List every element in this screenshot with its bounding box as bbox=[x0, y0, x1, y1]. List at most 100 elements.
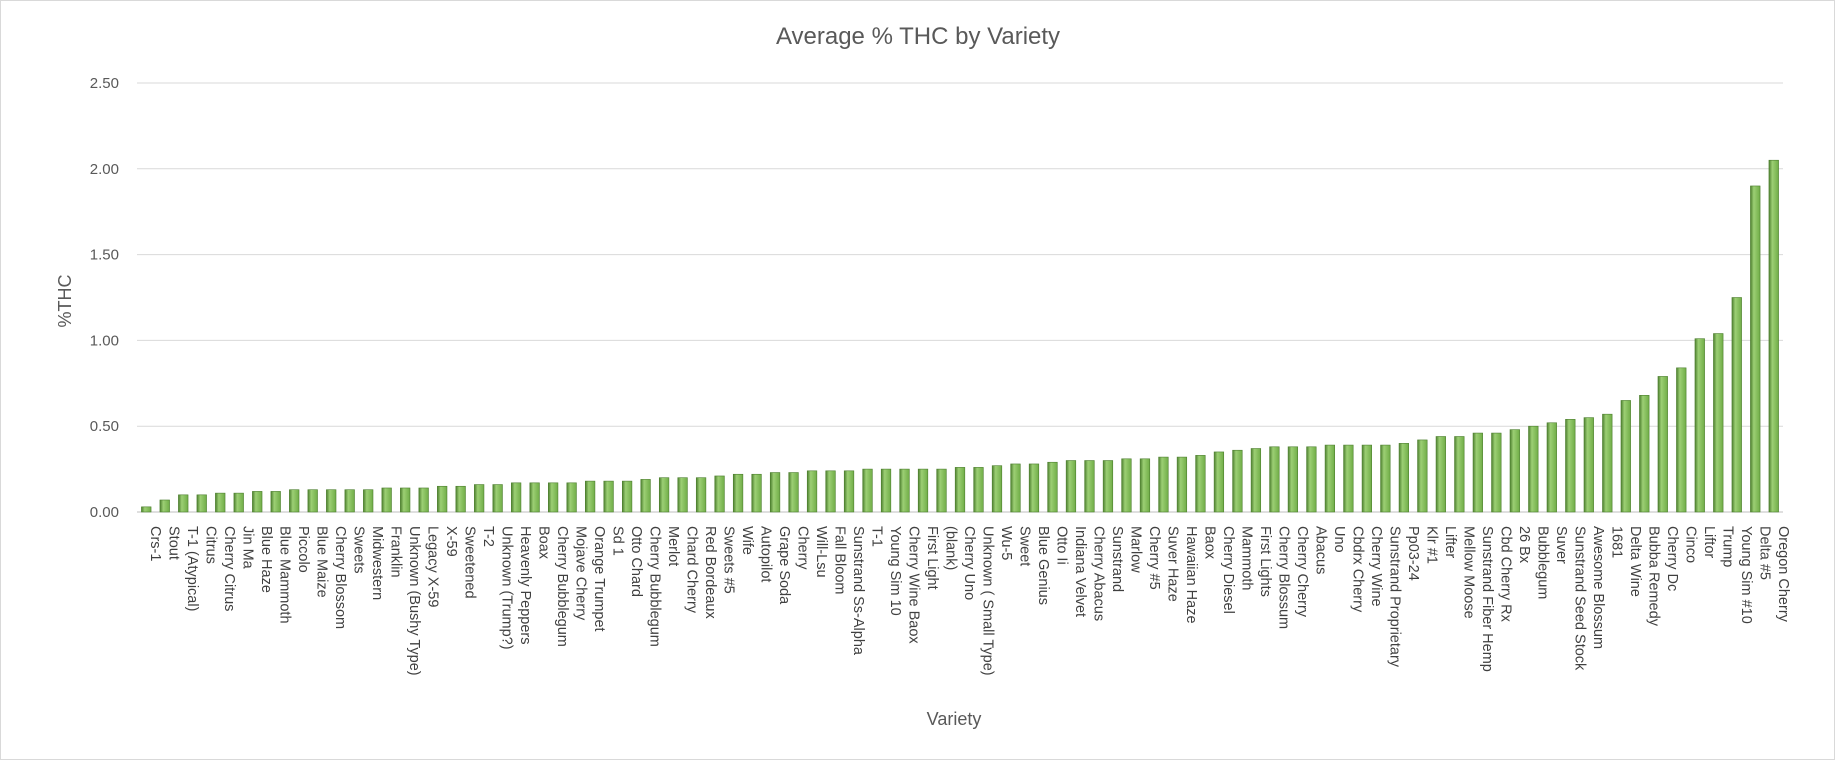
bar bbox=[1084, 460, 1095, 513]
y-axis-title: %THC bbox=[55, 275, 75, 328]
bar bbox=[936, 468, 947, 513]
x-tick-label: Sd 1 bbox=[610, 526, 626, 556]
x-tick-label: Cherry Diesel bbox=[1220, 526, 1236, 614]
x-tick-label: Heavenly Peppers bbox=[517, 526, 533, 645]
x-tick-label: Baox bbox=[1201, 526, 1217, 560]
x-tick-label: Mojave Cherry bbox=[573, 526, 589, 621]
bar bbox=[1324, 444, 1335, 513]
x-tick-label: Wife bbox=[739, 526, 755, 555]
bar bbox=[1694, 338, 1705, 513]
bar bbox=[862, 468, 873, 513]
x-tick-label: Cherry Bubblegum bbox=[554, 526, 570, 647]
bar bbox=[326, 489, 337, 513]
x-tick-label: Abacus bbox=[1312, 526, 1328, 574]
x-tick-label: Pp03-24 bbox=[1405, 526, 1421, 581]
x-tick-label: Young Sim #10 bbox=[1738, 526, 1754, 624]
x-tick-labels: Crs-1 Stout T-1 (Atypical) Citrus Cherry Cit… bbox=[147, 526, 1791, 676]
bar bbox=[1657, 376, 1668, 513]
x-axis-title: Variety bbox=[927, 709, 982, 729]
bar bbox=[1195, 455, 1206, 513]
x-tick-label: Cherry Uno bbox=[961, 526, 977, 600]
bar bbox=[1287, 446, 1299, 513]
bar bbox=[1768, 159, 1779, 513]
x-tick-label: Sweets #5 bbox=[721, 526, 737, 594]
bar bbox=[788, 472, 799, 513]
x-tick-label: Orange Trumpet bbox=[591, 526, 607, 632]
bar bbox=[1583, 417, 1594, 513]
y-tick-labels: 0.00 0.50 1.00 1.50 2.00 2.50 bbox=[90, 75, 119, 521]
x-tick-label: Autopilot bbox=[758, 526, 774, 582]
x-tick-label: Chard Cherry bbox=[684, 526, 700, 614]
x-tick-label: Boax bbox=[536, 526, 552, 560]
x-tick-label: Suver bbox=[1553, 526, 1569, 564]
bar bbox=[1380, 444, 1391, 513]
x-tick-label: Sweet bbox=[1016, 526, 1032, 566]
x-tick-label: Awesome Blossum bbox=[1590, 526, 1606, 649]
x-tick-label: Cbdrx Cherry bbox=[1349, 526, 1365, 613]
bar bbox=[1435, 436, 1446, 513]
bar bbox=[1565, 419, 1576, 513]
bar bbox=[1472, 432, 1483, 513]
x-tick-label: Bubblegum bbox=[1534, 526, 1550, 599]
bar bbox=[1602, 413, 1613, 513]
bar bbox=[843, 470, 855, 513]
bar bbox=[344, 489, 355, 513]
bar bbox=[141, 506, 152, 513]
x-tick-label: Cherry Wine bbox=[1368, 526, 1384, 607]
bars bbox=[141, 159, 1779, 513]
bar bbox=[714, 475, 725, 513]
bar bbox=[880, 468, 892, 513]
x-tick-label: Unknown ( Small Type) bbox=[979, 526, 995, 676]
x-tick-label: Sunstrand Seed Stock bbox=[1571, 526, 1587, 671]
bar bbox=[899, 468, 910, 513]
bar bbox=[1306, 446, 1317, 513]
bar bbox=[381, 487, 392, 513]
x-tick-label: Cinco bbox=[1682, 526, 1698, 563]
gridlines bbox=[137, 82, 1783, 513]
x-tick-label: Will-Lsu bbox=[813, 526, 829, 578]
x-tick-label: Delta #5 bbox=[1756, 526, 1772, 580]
bar bbox=[178, 494, 189, 513]
bar bbox=[418, 487, 429, 513]
bar bbox=[437, 485, 448, 513]
x-tick-label: Cherry Bubblegum bbox=[647, 526, 663, 647]
bar bbox=[1546, 422, 1557, 513]
bar bbox=[400, 487, 411, 513]
chart-title: Average % THC by Variety bbox=[776, 23, 1060, 50]
x-tick-label: Sweetened bbox=[462, 526, 478, 599]
x-tick-label: Otto Chard bbox=[628, 526, 644, 597]
y-tick-label: 2.50 bbox=[90, 75, 119, 92]
x-tick-label: Unknown (Bushy Type) bbox=[406, 526, 422, 676]
x-tick-label: (blank) bbox=[943, 526, 959, 570]
x-tick-label: Cherry Cherry bbox=[1294, 526, 1310, 618]
x-tick-label: Citrus bbox=[203, 526, 219, 564]
x-tick-label: Uno bbox=[1331, 526, 1347, 553]
bar bbox=[1528, 425, 1539, 513]
bar bbox=[825, 470, 836, 513]
bar bbox=[289, 489, 300, 513]
x-tick-label: Midwestern bbox=[369, 526, 385, 600]
bar bbox=[1620, 400, 1631, 513]
bar bbox=[1676, 367, 1687, 513]
x-tick-label: Legacy X-59 bbox=[425, 526, 441, 607]
x-tick-label: Sunstrand Fiber Hemp bbox=[1479, 526, 1495, 672]
x-tick-label: Cherry Blossom bbox=[332, 526, 348, 629]
x-tick-label: 1681 bbox=[1608, 526, 1624, 558]
bar bbox=[196, 494, 207, 513]
x-tick-label: Red Bordeaux bbox=[702, 526, 718, 619]
bar bbox=[1269, 446, 1280, 513]
bar bbox=[1176, 456, 1188, 513]
x-tick-label: First Lights bbox=[1257, 526, 1273, 597]
x-tick-label: Franklin bbox=[388, 526, 404, 578]
bar bbox=[455, 485, 466, 513]
bar bbox=[677, 477, 688, 513]
x-tick-label: 26 Bx bbox=[1516, 526, 1532, 564]
x-tick-label: Cherry Citrus bbox=[221, 526, 237, 611]
x-tick-label: Grape Soda bbox=[776, 526, 792, 605]
bar bbox=[695, 477, 707, 513]
y-tick-label: 1.50 bbox=[90, 247, 119, 264]
x-tick-label: Marlow bbox=[1127, 526, 1143, 573]
bar bbox=[769, 472, 781, 513]
bar bbox=[1010, 463, 1021, 513]
x-tick-label: Unknown (Trump?) bbox=[499, 526, 515, 650]
